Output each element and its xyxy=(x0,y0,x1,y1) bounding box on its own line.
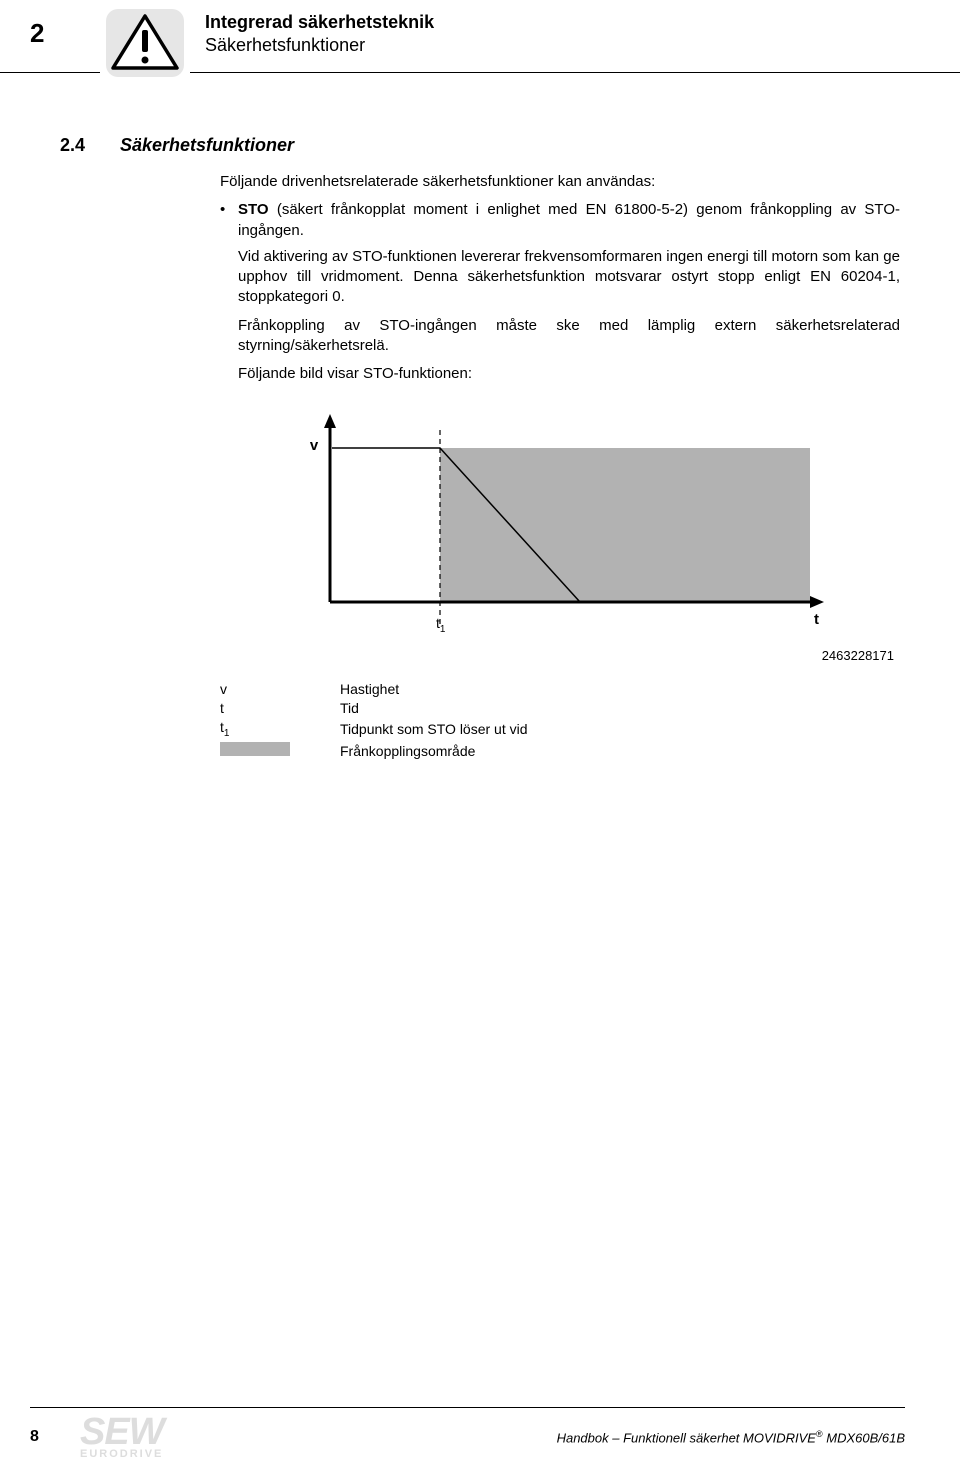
figure-id: 2463228171 xyxy=(220,648,900,663)
page-footer: 8 SEW EURODRIVE Handbok – Funktionell sä… xyxy=(0,1407,960,1459)
svg-text:t1: t1 xyxy=(436,615,446,635)
section-title: Säkerhetsfunktioner xyxy=(120,135,294,155)
section-number: 2.4 xyxy=(60,135,120,156)
legend-value: Frånkopplingsområde xyxy=(340,743,475,759)
bullet-rest: (säkert frånkopplat moment i enlighet me… xyxy=(238,201,900,238)
legend-swatch xyxy=(220,742,290,756)
legend-value: Tid xyxy=(340,700,359,716)
bullet-marker: • xyxy=(220,200,238,392)
logo-sub: EURODRIVE xyxy=(80,1449,250,1459)
svg-text:v: v xyxy=(310,437,319,454)
legend-key: t1 xyxy=(220,719,340,739)
header-title-main: Integrerad säkerhetsteknik xyxy=(205,12,434,33)
sto-chart-svg: v t t1 xyxy=(290,412,830,642)
legend-row: Frånkopplingsområde xyxy=(220,742,900,759)
content-body: 2.4Säkerhetsfunktioner Följande drivenhe… xyxy=(60,135,900,762)
legend-value: Hastighet xyxy=(340,681,399,697)
svg-text:t: t xyxy=(814,611,819,628)
header-title-sub: Säkerhetsfunktioner xyxy=(205,35,434,56)
legend-row: tTid xyxy=(220,700,900,716)
sto-chart: v t t1 2463228171 xyxy=(220,412,900,663)
header-titles: Integrerad säkerhetsteknik Säkerhetsfunk… xyxy=(205,12,434,56)
header-rule xyxy=(190,72,960,73)
footer-title-suffix: MDX60B/61B xyxy=(823,1430,905,1445)
legend-key: v xyxy=(220,681,340,697)
legend-row: vHastighet xyxy=(220,681,900,697)
bullet-para-3: Frånkoppling av STO-ingången måste ske m… xyxy=(238,316,900,357)
intro-paragraph: Följande drivenhetsrelaterade säkerhetsf… xyxy=(220,172,900,192)
section-heading: 2.4Säkerhetsfunktioner xyxy=(60,135,900,156)
body-text: Följande drivenhetsrelaterade säkerhetsf… xyxy=(220,172,900,392)
footer-title-prefix: Handbok – Funktionell säkerhet MOVIDRIVE xyxy=(557,1430,816,1445)
registered-mark: ® xyxy=(816,1429,823,1439)
legend-row: t1Tidpunkt som STO löser ut vid xyxy=(220,719,900,739)
logo-main: SEW xyxy=(80,1414,250,1450)
chart-legend: vHastighettTidt1Tidpunkt som STO löser u… xyxy=(220,681,900,759)
warning-icon xyxy=(105,8,185,78)
bullet-para-2: Vid aktivering av STO-funktionen leverer… xyxy=(238,247,900,308)
legend-key: t xyxy=(220,700,340,716)
page-header: 2 Integrerad säkerhetsteknik Säkerhetsfu… xyxy=(0,0,960,10)
header-rule xyxy=(0,72,100,73)
legend-key xyxy=(220,742,340,759)
bullet-para-4: Följande bild visar STO-funktionen: xyxy=(238,364,900,384)
footer-rule xyxy=(30,1407,905,1408)
legend-value: Tidpunkt som STO löser ut vid xyxy=(340,721,528,737)
chapter-number: 2 xyxy=(30,18,44,49)
footer-title: Handbok – Funktionell säkerhet MOVIDRIVE… xyxy=(557,1429,905,1445)
bullet-bold: STO xyxy=(238,201,269,218)
brand-logo: SEW EURODRIVE xyxy=(80,1414,250,1459)
bullet-body: STO (säkert frånkopplat moment i enlighe… xyxy=(238,200,900,392)
page-number: 8 xyxy=(30,1428,80,1446)
bullet-item: • STO (säkert frånkopplat moment i enlig… xyxy=(220,200,900,392)
